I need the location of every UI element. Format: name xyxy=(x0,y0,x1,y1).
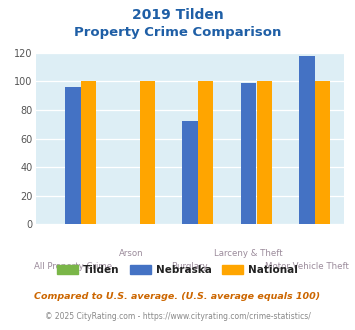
Bar xyxy=(140,82,155,224)
Bar xyxy=(299,56,315,224)
Text: Compared to U.S. average. (U.S. average equals 100): Compared to U.S. average. (U.S. average … xyxy=(34,292,321,301)
Bar xyxy=(257,82,272,224)
Bar xyxy=(241,83,256,224)
Text: Property Crime Comparison: Property Crime Comparison xyxy=(74,26,281,39)
Legend: Tilden, Nebraska, National: Tilden, Nebraska, National xyxy=(53,261,302,280)
Bar xyxy=(315,82,330,224)
Bar xyxy=(81,82,96,224)
Text: © 2025 CityRating.com - https://www.cityrating.com/crime-statistics/: © 2025 CityRating.com - https://www.city… xyxy=(45,312,310,321)
Text: Arson: Arson xyxy=(119,249,144,258)
Bar xyxy=(198,82,213,224)
Text: Motor Vehicle Theft: Motor Vehicle Theft xyxy=(265,262,349,271)
Bar xyxy=(182,121,197,224)
Text: Burglary: Burglary xyxy=(171,262,208,271)
Text: Larceny & Theft: Larceny & Theft xyxy=(214,249,283,258)
Text: All Property Crime: All Property Crime xyxy=(34,262,112,271)
Bar xyxy=(65,87,81,224)
Text: 2019 Tilden: 2019 Tilden xyxy=(132,8,223,22)
